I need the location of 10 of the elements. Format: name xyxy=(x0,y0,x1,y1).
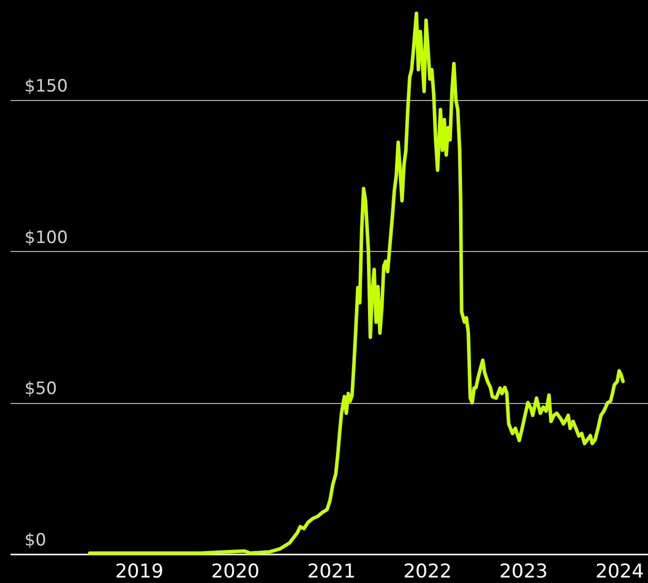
y-tick-label: $150 xyxy=(24,76,68,96)
x-tick-label: 2019 xyxy=(115,560,164,582)
y-tick-label: $0 xyxy=(24,530,46,550)
x-tick-label: 2021 xyxy=(307,560,356,582)
x-tick-label: 2020 xyxy=(211,560,260,582)
x-tick-label: 2022 xyxy=(403,560,452,582)
y-tick-label: $50 xyxy=(24,379,57,400)
y-tick-label: $100 xyxy=(24,228,68,248)
x-tick-label: 2023 xyxy=(499,560,548,582)
x-tick-label: 2024 xyxy=(595,560,644,582)
